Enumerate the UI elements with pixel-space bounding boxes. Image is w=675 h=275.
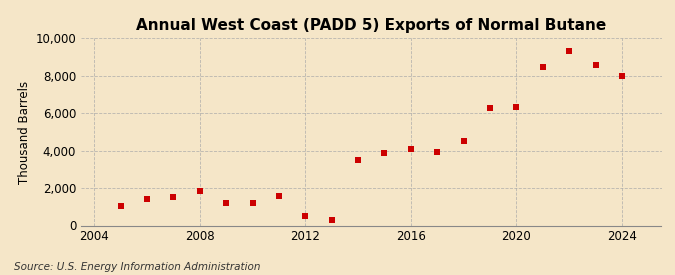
- Title: Annual West Coast (PADD 5) Exports of Normal Butane: Annual West Coast (PADD 5) Exports of No…: [136, 18, 606, 33]
- Point: [590, 62, 601, 67]
- Point: [379, 150, 390, 155]
- Point: [616, 74, 627, 78]
- Y-axis label: Thousand Barrels: Thousand Barrels: [18, 80, 31, 184]
- Point: [485, 106, 495, 110]
- Point: [432, 149, 443, 154]
- Point: [115, 204, 126, 208]
- Point: [352, 158, 363, 162]
- Point: [247, 201, 258, 205]
- Point: [406, 147, 416, 151]
- Point: [511, 104, 522, 109]
- Point: [564, 48, 574, 53]
- Point: [168, 194, 179, 199]
- Point: [273, 193, 284, 198]
- Point: [142, 197, 153, 202]
- Point: [194, 189, 205, 193]
- Point: [537, 65, 548, 70]
- Point: [300, 214, 310, 218]
- Point: [326, 218, 337, 222]
- Text: Source: U.S. Energy Information Administration: Source: U.S. Energy Information Administ…: [14, 262, 260, 272]
- Point: [221, 201, 232, 205]
- Point: [458, 139, 469, 144]
